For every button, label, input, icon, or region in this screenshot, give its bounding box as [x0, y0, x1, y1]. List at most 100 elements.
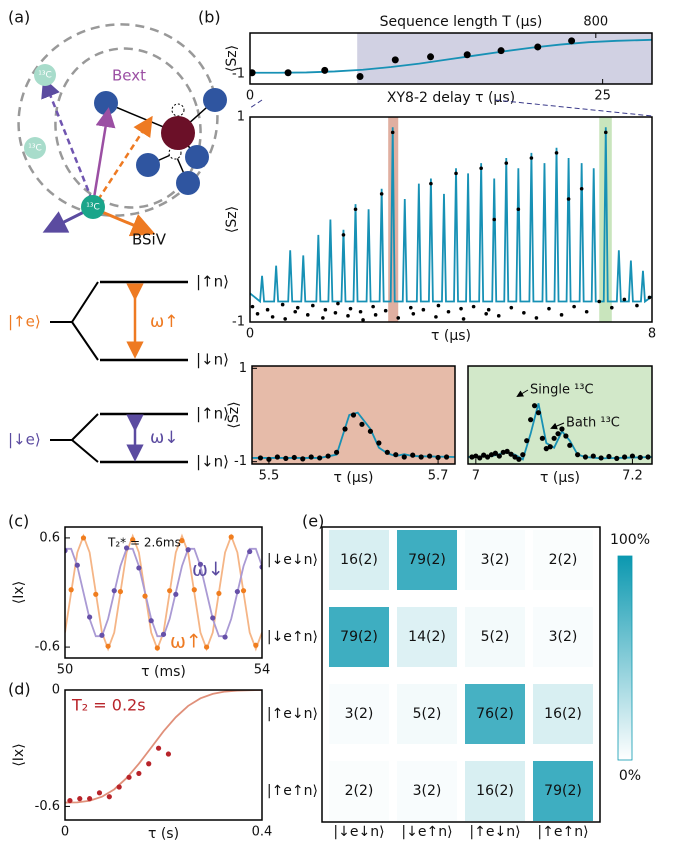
data-point — [409, 305, 413, 310]
data-point — [130, 537, 136, 543]
data-point — [371, 304, 375, 309]
x-axis-label: XY8-2 delay τ (µs) — [387, 90, 515, 106]
level-label: |↓n⟩ — [196, 351, 229, 369]
carbon-atom — [94, 91, 118, 115]
carbon-atom — [136, 153, 160, 177]
carbon-label: ¹³C — [28, 144, 42, 154]
data-point — [614, 455, 620, 461]
data-point — [434, 315, 438, 319]
data-point — [590, 453, 596, 459]
colorbar-label: 100% — [610, 532, 650, 548]
data-point — [484, 312, 488, 316]
annotation: T₂ = 0.2s — [71, 696, 146, 715]
splitting — [50, 281, 99, 361]
data-point — [421, 307, 426, 312]
data-point — [584, 309, 589, 314]
data-point — [291, 454, 297, 461]
data-point — [572, 304, 576, 309]
x-tick-label: 25 — [594, 89, 611, 104]
data-point — [346, 314, 350, 318]
data-point — [67, 797, 73, 804]
omega-label: ω↓ — [150, 428, 178, 448]
data-point — [117, 588, 124, 595]
carbon-label: ¹³C — [86, 203, 100, 213]
data-point — [283, 317, 287, 321]
panel-label: (d) — [8, 680, 31, 699]
data-point — [524, 438, 530, 444]
data-point — [436, 303, 441, 308]
cell-label: 79(2) — [340, 629, 378, 645]
data-point — [87, 614, 93, 620]
data-point — [469, 454, 475, 460]
y-tick-label: 1 — [237, 110, 245, 125]
data-point — [391, 56, 399, 64]
plot-frame — [467, 365, 653, 465]
level-label: |↓n⟩ — [196, 453, 229, 471]
data-point — [203, 644, 210, 650]
x-axis-label: τ (µs) — [431, 328, 471, 344]
data-point — [376, 440, 382, 446]
data-point — [105, 643, 111, 649]
data-point — [535, 410, 542, 416]
data-line — [250, 127, 652, 304]
data-point — [295, 305, 300, 310]
data-point — [321, 316, 325, 320]
data-line — [250, 38, 652, 74]
data-point — [575, 452, 581, 458]
orbit — [54, 47, 202, 209]
data-point — [559, 313, 564, 317]
data-line — [65, 690, 262, 804]
state-label: |↓e⟩ — [8, 431, 41, 449]
data-point — [471, 304, 476, 309]
data-point — [410, 452, 416, 458]
plot-area — [65, 690, 262, 804]
data-point — [555, 431, 561, 437]
spin-arrow — [41, 77, 94, 201]
x-axis-label: τ (ms) — [141, 664, 186, 680]
data-point — [317, 455, 323, 461]
cell-label: 16(2) — [476, 783, 514, 799]
field-arrow — [101, 210, 156, 237]
data-point — [435, 454, 441, 461]
cell-label: 79(2) — [544, 783, 582, 799]
x-tick-label: 0.4 — [252, 825, 273, 840]
data-point — [396, 316, 401, 320]
y-tick-label: 1 — [239, 361, 247, 376]
heatmap-cell — [533, 684, 593, 744]
cell-label: 14(2) — [408, 629, 446, 645]
data-point — [598, 455, 604, 461]
b-ext-label: Bext — [112, 67, 146, 85]
data-point — [165, 751, 172, 757]
si-atom — [161, 116, 195, 150]
data-point — [323, 307, 328, 312]
data-point — [504, 448, 510, 454]
annotation: Single ¹³C — [530, 383, 594, 398]
data-point — [348, 306, 353, 311]
data-point — [629, 453, 636, 459]
y-axis-label: ⟨Sz⟩ — [224, 45, 240, 72]
data-point — [356, 73, 364, 81]
data-point — [300, 456, 306, 462]
cell-label: 16(2) — [544, 706, 582, 722]
data-point — [522, 310, 526, 315]
data-point — [390, 130, 395, 135]
data-point — [512, 454, 518, 460]
carbon-atom — [185, 145, 209, 169]
cell-label: 79(2) — [408, 552, 446, 568]
heatmap-cell — [465, 761, 525, 821]
data-point — [488, 452, 495, 458]
y-axis-label: ⟨Sz⟩ — [224, 206, 240, 233]
x-axis-label: τ (µs) — [333, 470, 373, 486]
heatmap-cell — [397, 684, 457, 744]
data-point — [197, 561, 204, 567]
data-point — [283, 455, 289, 461]
data-point — [567, 442, 573, 448]
data-point — [446, 309, 451, 314]
heatmap-cell — [329, 607, 389, 667]
b-siv-label: BSiV — [132, 231, 167, 249]
annotation: Bath ¹³C — [566, 416, 620, 431]
heatmap-cell — [465, 530, 525, 590]
vacancy — [171, 103, 185, 117]
x-tick-label: 7.2 — [622, 469, 643, 484]
data-point — [257, 455, 264, 461]
